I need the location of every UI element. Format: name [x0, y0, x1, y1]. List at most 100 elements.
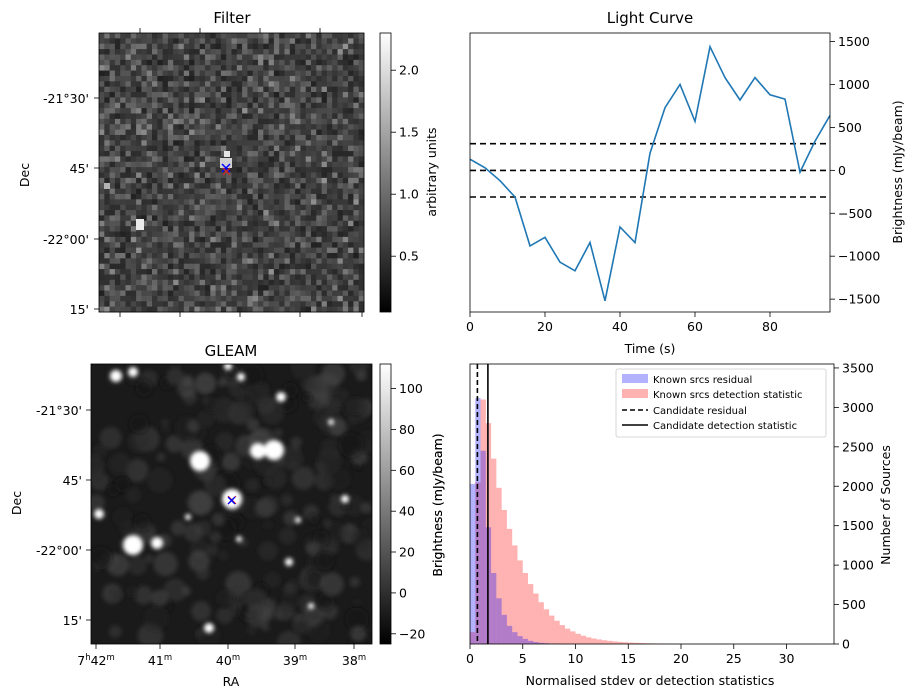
gleam-colorbar-label: Brightness (mJy/beam) [430, 433, 445, 576]
histogram-bar [554, 620, 560, 644]
histogram-ylabel: Number of Sources [878, 445, 893, 565]
histogram-ytick-label: 3000 [842, 400, 874, 415]
histogram-xtick-label: 0 [466, 651, 474, 666]
histogram-xtick-label: 20 [673, 651, 689, 666]
histogram-bar [622, 642, 629, 644]
filter-ytick-label: 45' [70, 161, 89, 176]
histogram-bar [528, 640, 534, 644]
histogram-bar [506, 625, 513, 644]
histogram-ytick-label: 2000 [842, 479, 874, 494]
histogram-bar [549, 615, 555, 644]
histogram-y-ticks: 0 500 1000 1500 2000 2500 3000 3500 [834, 360, 874, 652]
legend-label: Known srcs residual [653, 375, 752, 386]
histogram-ytick-label: 1000 [842, 558, 874, 573]
histogram-bar [528, 584, 534, 644]
gleam-source [328, 419, 334, 425]
gleam-xtick-label: 38m [342, 653, 366, 668]
filter-top-ticks [119, 28, 363, 317]
filter-ytick-label: -21°30' [43, 91, 89, 106]
histogram-ytick-label: 3500 [842, 360, 874, 375]
lightcurve-xtick-label: 20 [537, 319, 553, 334]
filter-axes-frame [98, 32, 365, 313]
lightcurve-threshold-lines [470, 142, 830, 198]
histogram-ytick-label: 500 [842, 597, 866, 612]
lightcurve-xtick-label: 0 [466, 319, 474, 334]
histogram-ytick-label: 0 [842, 637, 850, 652]
histogram-bar [617, 641, 623, 644]
gleam-ytick-label: -21°30' [36, 403, 82, 418]
lightcurve-series-line [470, 44, 830, 301]
histogram-bar [543, 609, 550, 644]
gleam-source [341, 495, 349, 503]
gleam-panel: GLEAM [9, 342, 445, 689]
gleam-sources [94, 364, 349, 633]
legend-box [615, 368, 827, 438]
histogram-bar [475, 482, 481, 644]
histogram-bar [512, 545, 518, 644]
histogram-xtick-label: 5 [519, 651, 527, 666]
lightcurve-title: Light Curve [607, 9, 693, 27]
gleam-source [250, 443, 266, 459]
lightcurve-xlabel: Time (s) [624, 341, 676, 356]
lightcurve-x-ticks: 0 20 40 60 80 [466, 312, 778, 334]
gleam-source [204, 623, 214, 633]
histogram-xtick-label: 15 [620, 651, 636, 666]
lightcurve-panel: Light Curve 0 20 40 60 80 −1500 −1000 −500 0 500… [466, 9, 905, 356]
histogram-bar [612, 641, 618, 644]
histogram-bar [564, 628, 571, 644]
gleam-source [128, 367, 138, 377]
gleam-source [237, 373, 245, 381]
gleam-axes-frame [90, 363, 373, 645]
histogram-bar [522, 638, 529, 644]
gleam-colorbar-gradient [379, 363, 392, 645]
gleam-source [236, 536, 242, 542]
lightcurve-ytick-label: −1000 [838, 249, 880, 264]
lightcurve-y-ticks: −1500 −1000 −500 0 500 1000 1500 [830, 34, 880, 307]
gleam-xlabel: RA [223, 674, 240, 689]
histogram-candidate-lines [476, 364, 489, 644]
histogram-bar [506, 528, 513, 644]
lightcurve-xtick-label: 40 [612, 319, 628, 334]
filter-colorbar-label: arbitrary units [424, 127, 439, 216]
lightcurve-ytick-label: 1500 [838, 34, 870, 49]
histogram-bar [538, 602, 544, 644]
histogram-bar [512, 632, 518, 644]
gleam-colorbar: −20 0 20 40 60 80 100 Brightness (mJy/beam) [379, 363, 445, 645]
histogram-bar [559, 625, 565, 644]
histogram-bar [480, 399, 486, 644]
histogram-bar [601, 640, 608, 644]
colorbar-tick-label: 2.0 [399, 63, 419, 78]
histogram-bar [533, 593, 539, 644]
colorbar-tick-label: 0 [399, 585, 407, 600]
lightcurve-points [469, 46, 831, 301]
lightcurve-ytick-label: 1000 [838, 77, 870, 92]
gleam-y-ticks: -21°30' 45' -22°00' 15' [36, 403, 91, 628]
histogram-bar [491, 458, 497, 644]
lightcurve-xtick-label: 80 [762, 319, 778, 334]
filter-ylabel: Dec [17, 163, 32, 187]
histogram-bar [501, 614, 507, 644]
lightcurve-ytick-label: −1500 [838, 292, 880, 307]
histogram-bar [480, 450, 486, 644]
histogram-bar [496, 598, 502, 644]
histogram-xtick-label: 10 [568, 651, 584, 666]
filter-markers [221, 163, 231, 176]
gleam-source [151, 537, 163, 549]
colorbar-tick-label: 100 [399, 381, 423, 396]
filter-colorbar-gradient [379, 32, 392, 313]
legend-swatch-detection [622, 389, 648, 398]
histogram-bar [501, 509, 507, 644]
filter-title: Filter [213, 9, 251, 27]
histogram-ytick-label: 1500 [842, 518, 874, 533]
gleam-source [185, 514, 191, 520]
gleam-source [94, 509, 104, 519]
histogram-bar [628, 642, 634, 644]
histogram-bar [638, 643, 645, 644]
gleam-ytick-label: -22°00' [36, 543, 82, 558]
colorbar-tick-label: 40 [399, 504, 415, 519]
lightcurve-xtick-label: 60 [687, 319, 703, 334]
gleam-source [295, 517, 301, 523]
histogram-bar [596, 639, 602, 644]
gleam-markers [227, 495, 237, 505]
